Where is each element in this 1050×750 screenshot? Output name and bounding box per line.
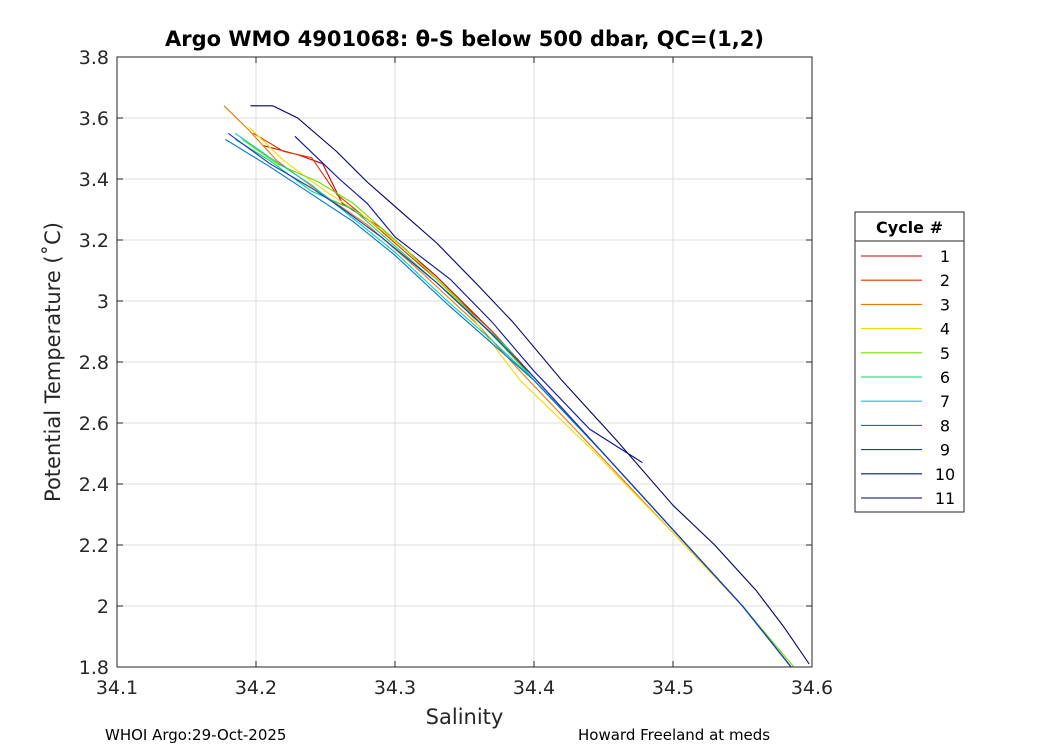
series-line-cycle-10 xyxy=(294,135,643,464)
series-line-cycle-4 xyxy=(248,126,792,668)
series-lines xyxy=(223,105,810,668)
x-axis-label: Salinity xyxy=(426,705,504,729)
y-tick-label: 2.2 xyxy=(79,535,109,557)
y-tick-label: 3.8 xyxy=(79,47,109,69)
chart-title: Argo WMO 4901068: θ-S below 500 dbar, QC… xyxy=(165,27,764,51)
y-tick-label: 2.8 xyxy=(79,352,109,374)
y-axis-label: Potential Temperature (˚C) xyxy=(41,222,65,502)
x-tick-label: 34.5 xyxy=(652,677,694,699)
legend-label-cycle-10: 10 xyxy=(935,465,955,484)
legend-items: 1 2 3 4 5 6 7 8 9 10 11 xyxy=(861,247,955,508)
x-tick-label: 34.4 xyxy=(513,677,555,699)
series-line-cycle-9 xyxy=(227,132,792,668)
y-tick-label: 1.8 xyxy=(79,657,109,679)
legend-label-cycle-2: 2 xyxy=(940,271,950,290)
series-line-cycle-7 xyxy=(234,132,792,668)
x-tick-label: 34.2 xyxy=(235,677,277,699)
y-tick-label: 3.2 xyxy=(79,230,109,252)
grid-lines xyxy=(116,56,813,668)
legend-label-cycle-3: 3 xyxy=(940,295,950,314)
y-tick-label: 2.6 xyxy=(79,413,109,435)
legend-label-cycle-5: 5 xyxy=(940,344,950,363)
legend-label-cycle-9: 9 xyxy=(940,441,950,460)
series-line-cycle-11 xyxy=(250,105,810,665)
legend-label-cycle-4: 4 xyxy=(940,320,950,339)
legend-box xyxy=(854,211,965,513)
legend: Cycle # 1 2 3 4 5 6 7 8 9 10 11 xyxy=(854,211,965,513)
legend-label-cycle-7: 7 xyxy=(940,392,950,411)
legend-title: Cycle # xyxy=(876,218,943,237)
footer-left: WHOI Argo:29-Oct-2025 xyxy=(105,726,287,744)
ticks: 34.1 34.2 34.3 34.4 34.5 34.6 1.8 2 2.2 2.4 2.6 2.8… xyxy=(79,47,833,699)
series-line-cycle-8 xyxy=(225,138,792,668)
series-line-cycle-5 xyxy=(241,138,795,668)
x-tick-label: 34.3 xyxy=(374,677,416,699)
legend-label-cycle-8: 8 xyxy=(940,416,950,435)
y-tick-label: 2 xyxy=(97,596,109,618)
legend-label-cycle-11: 11 xyxy=(935,489,955,508)
y-tick-label: 3.6 xyxy=(79,108,109,130)
series-line-cycle-1 xyxy=(262,144,792,668)
legend-label-cycle-6: 6 xyxy=(940,368,950,387)
x-tick-label: 34.6 xyxy=(791,677,833,699)
y-tick-label: 3 xyxy=(97,291,109,313)
y-tick-label: 3.4 xyxy=(79,169,109,191)
footer-right: Howard Freeland at meds xyxy=(578,726,771,744)
legend-label-cycle-1: 1 xyxy=(940,247,950,266)
series-line-cycle-2 xyxy=(252,132,792,668)
x-tick-label: 34.1 xyxy=(96,677,138,699)
y-tick-label: 2.4 xyxy=(79,474,109,496)
series-line-cycle-6 xyxy=(234,138,792,668)
